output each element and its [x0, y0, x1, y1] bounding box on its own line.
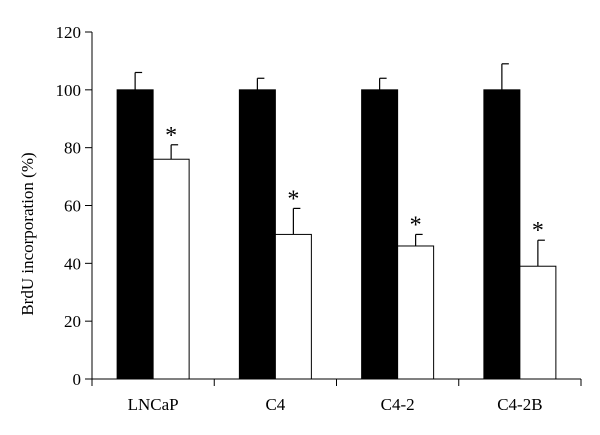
- treated-bar: [274, 233, 312, 380]
- y-axis: 0 20 40 60 80 100 120: [56, 23, 93, 389]
- error-bars: [134, 63, 545, 267]
- category-label: C4-2B: [497, 395, 542, 414]
- significance-asterisk: *: [165, 123, 177, 149]
- y-tick-label: 120: [56, 23, 82, 42]
- category-label: C4: [265, 395, 285, 414]
- significance-asterisk: *: [532, 218, 544, 244]
- bars: [116, 89, 557, 380]
- control-bar: [116, 89, 154, 380]
- x-axis: LNCaP C4 C4-2 C4-2B: [91, 378, 582, 414]
- treated-bar: [519, 265, 557, 380]
- control-bar: [361, 89, 399, 380]
- control-bar: [238, 89, 276, 380]
- treated-bar: [152, 158, 190, 380]
- significance-markers: * * * *: [165, 123, 544, 244]
- y-axis-label: BrdU incorporation (%): [18, 152, 37, 315]
- category-label: C4-2: [381, 395, 415, 414]
- control-bar: [483, 89, 521, 380]
- category-label: LNCaP: [128, 395, 179, 414]
- y-tick-label: 60: [64, 197, 81, 216]
- significance-asterisk: *: [287, 186, 299, 212]
- y-tick-label: 20: [64, 312, 81, 331]
- y-tick-label: 80: [64, 139, 81, 158]
- significance-asterisk: *: [410, 212, 422, 238]
- y-tick-label: 0: [73, 370, 82, 389]
- y-tick-label: 40: [64, 254, 81, 273]
- y-tick-label: 100: [56, 81, 82, 100]
- treated-bar: [397, 245, 435, 380]
